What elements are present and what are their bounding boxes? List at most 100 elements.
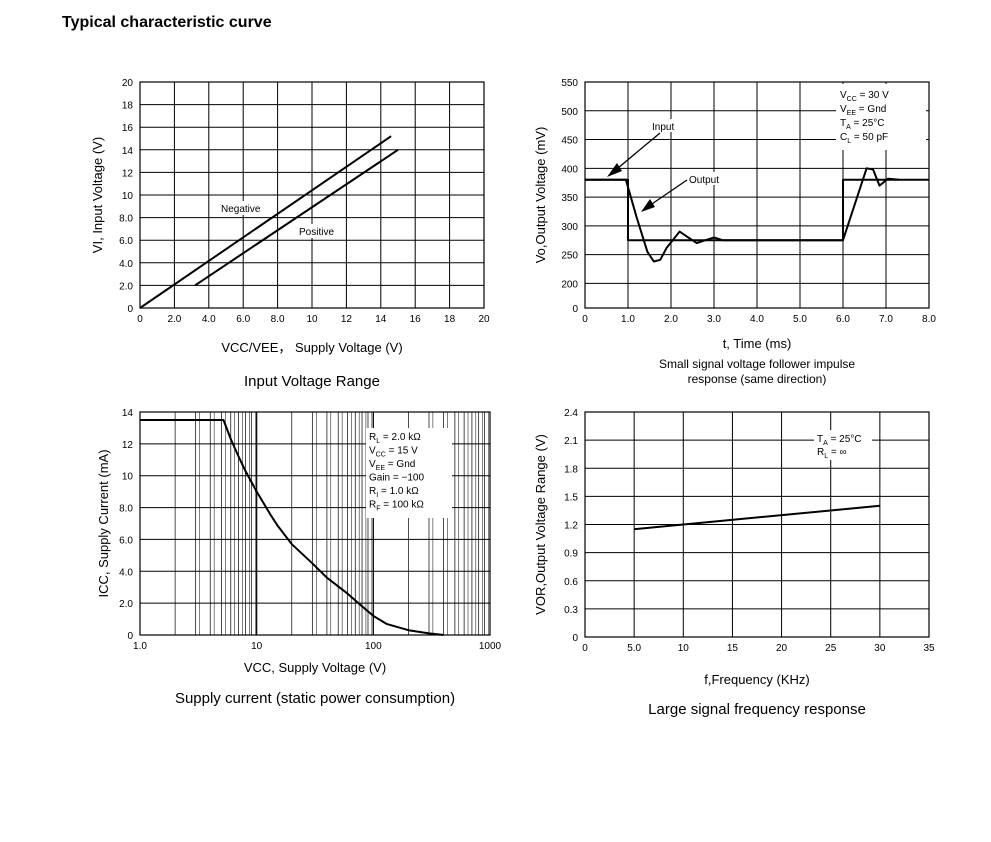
x-tick-label: 0 bbox=[582, 314, 588, 325]
y-tick-label: 250 bbox=[561, 251, 578, 262]
x-tick-label: 1.0 bbox=[621, 314, 635, 325]
x-tick-label: 35 bbox=[923, 643, 935, 654]
y-axis-label: ICC, Supply Current (mA) bbox=[96, 449, 111, 597]
y-axis-label: VOR,Output Voltage Range (V) bbox=[533, 434, 548, 615]
x-tick-label: 10 bbox=[306, 314, 318, 325]
x-tick-label: 2.0 bbox=[167, 314, 181, 325]
x-tick-label: 30 bbox=[874, 643, 886, 654]
plot-frame bbox=[584, 411, 930, 638]
x-tick-label: 12 bbox=[341, 314, 353, 325]
y-tick-label: 10 bbox=[122, 191, 134, 202]
x-tick-label: 15 bbox=[727, 643, 739, 654]
y-tick-label: 450 bbox=[561, 136, 578, 147]
grid bbox=[139, 81, 485, 309]
y-tick-label: 14 bbox=[122, 408, 134, 419]
y-tick-label: 0.3 bbox=[564, 605, 578, 616]
x-tick-label: 10 bbox=[678, 643, 690, 654]
y-tick-label: 2.0 bbox=[119, 599, 133, 610]
condition-note: VCC = 15 V bbox=[369, 446, 418, 459]
x-tick-label: 3.0 bbox=[707, 314, 721, 325]
label-background bbox=[218, 201, 270, 215]
x-axis-label: t, Time (ms) bbox=[723, 336, 792, 351]
y-tick-label: 400 bbox=[561, 164, 578, 175]
plot-frame bbox=[139, 81, 485, 309]
y-tick-label: 2.1 bbox=[564, 436, 578, 447]
chart-4: 0 5.0 10 15 20 25 30 35 0 0.3 0.6 0.9 1.2 1.5 1.8 2.1 2.… bbox=[533, 408, 935, 718]
condition-note: RF = 100 kΩ bbox=[369, 500, 424, 513]
grid bbox=[584, 411, 930, 638]
y-tick-label: 2.4 bbox=[564, 408, 578, 419]
series-label-positive: Positive bbox=[299, 227, 334, 238]
y-tick-label: 18 bbox=[122, 101, 134, 112]
arrow-head bbox=[607, 163, 622, 177]
plot-frame bbox=[139, 411, 491, 636]
x-tick-label: 5.0 bbox=[627, 643, 641, 654]
chart-caption: Large signal frequency response bbox=[648, 701, 866, 718]
y-tick-label: 1.5 bbox=[564, 492, 578, 503]
x-axis-label: VCC, Supply Voltage (V) bbox=[244, 660, 386, 675]
y-tick-label: 0.9 bbox=[564, 549, 578, 560]
y-tick-label: 8.0 bbox=[119, 214, 133, 225]
condition-note: RL = 2.0 kΩ bbox=[369, 432, 421, 445]
condition-note: VEE = Gnd bbox=[840, 104, 886, 117]
grid bbox=[139, 411, 491, 636]
annotation-background bbox=[836, 84, 926, 150]
x-tick-label: 2.0 bbox=[664, 314, 678, 325]
y-tick-label: 0 bbox=[127, 304, 133, 315]
x-tick-label: 25 bbox=[825, 643, 837, 654]
x-tick-label: 4.0 bbox=[750, 314, 764, 325]
label-background bbox=[686, 172, 726, 185]
y-tick-label: 550 bbox=[561, 78, 578, 89]
x-tick-label: 8.0 bbox=[922, 314, 936, 325]
x-tick-label: 20 bbox=[776, 643, 788, 654]
condition-note: CL = 50 pF bbox=[840, 132, 888, 145]
chart-3: 1.0 10 100 1000 0 2.0 4.0 6.0 8.0 10 12 14 VCC, Supp… bbox=[96, 408, 502, 707]
y-tick-label: 14 bbox=[122, 146, 134, 157]
x-tick-label: 7.0 bbox=[879, 314, 893, 325]
chart-caption: Supply current (static power consumption… bbox=[175, 690, 455, 707]
y-tick-label: 0 bbox=[572, 304, 578, 315]
series-line bbox=[140, 419, 444, 636]
x-tick-label: 20 bbox=[478, 314, 490, 325]
y-tick-label: 6.0 bbox=[119, 236, 133, 247]
annotation-background bbox=[366, 428, 452, 518]
x-tick-label: 1.0 bbox=[133, 641, 147, 652]
y-tick-label: 16 bbox=[122, 123, 134, 134]
chart-1: 0 2.0 4.0 6.0 8.0 10 12 14 16 18 20 0 2.0 4.0 6.0 8.0 10… bbox=[90, 78, 490, 390]
x-tick-label: 1000 bbox=[479, 641, 502, 652]
y-tick-label: 4.0 bbox=[119, 567, 133, 578]
condition-note: RL = ∞ bbox=[817, 447, 847, 460]
y-tick-label: 12 bbox=[122, 168, 134, 179]
y-tick-label: 1.2 bbox=[564, 521, 578, 532]
y-axis-label: VI, Input Voltage (V) bbox=[90, 137, 105, 253]
x-tick-label: 8.0 bbox=[271, 314, 285, 325]
y-tick-label: 12 bbox=[122, 440, 134, 451]
series-label-input: Input bbox=[652, 122, 674, 133]
y-axis-label: Vo,Output Voltage (mV) bbox=[533, 127, 548, 264]
series-line bbox=[634, 504, 880, 531]
chart-caption: Input Voltage Range bbox=[244, 373, 380, 390]
series-line bbox=[585, 167, 900, 263]
y-tick-label: 8.0 bbox=[119, 504, 133, 515]
x-tick-label: 4.0 bbox=[202, 314, 216, 325]
plot-frame bbox=[584, 81, 930, 309]
page-title: Typical characteristic curve bbox=[62, 14, 272, 31]
chart-2: 0 1.0 2.0 3.0 4.0 5.0 6.0 7.0 8.0 0 200 250 300 350 40… bbox=[533, 78, 936, 386]
y-tick-label: 500 bbox=[561, 107, 578, 118]
condition-note: VCC = 30 V bbox=[840, 90, 889, 103]
annotation-background bbox=[814, 430, 872, 460]
label-background bbox=[296, 224, 342, 238]
x-axis-label: f,Frequency (KHz) bbox=[704, 672, 809, 687]
x-axis-label: VCC/VEE， Supply Voltage (V) bbox=[221, 340, 402, 355]
x-tick-label: 0 bbox=[137, 314, 143, 325]
y-tick-label: 200 bbox=[561, 279, 578, 290]
pointer-arrow bbox=[611, 132, 661, 174]
condition-note: RI = 1.0 kΩ bbox=[369, 486, 419, 499]
series-label-output: Output bbox=[689, 175, 719, 186]
x-tick-label: 6.0 bbox=[836, 314, 850, 325]
condition-note: Gain = −100 bbox=[369, 473, 424, 484]
y-tick-label: 6.0 bbox=[119, 535, 133, 546]
condition-note: TA = 25°C bbox=[840, 118, 885, 131]
x-tick-label: 18 bbox=[444, 314, 456, 325]
y-tick-label: 0 bbox=[572, 633, 578, 644]
